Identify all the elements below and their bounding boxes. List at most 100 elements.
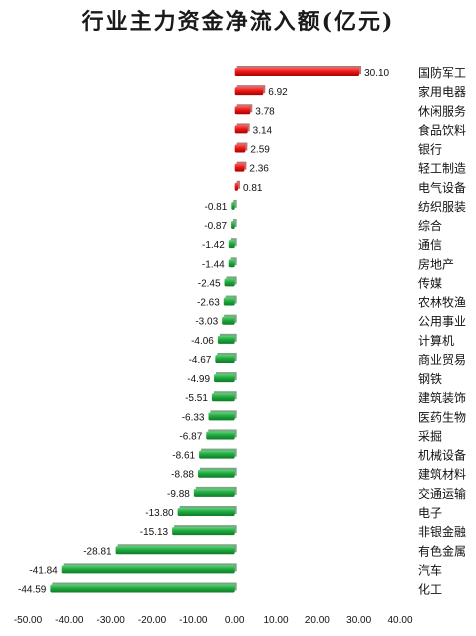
x-axis-ticks-group: -50.00 -40.00 -30.00 -20.00 -10.00 0.00 10.00 2… bbox=[14, 615, 413, 626]
category-label: 国防军工 bbox=[418, 65, 466, 80]
value-label: 6.92 bbox=[268, 87, 288, 98]
bar-机械设备 bbox=[199, 450, 235, 459]
bar-建筑材料 bbox=[197, 469, 235, 478]
bar-银行 bbox=[234, 144, 246, 153]
x-tick-label: -30.00 bbox=[96, 615, 125, 626]
bar-通信 bbox=[228, 240, 235, 249]
category-label: 计算机 bbox=[418, 333, 454, 348]
category-label: 汽车 bbox=[418, 562, 442, 577]
category-label: 电子 bbox=[418, 506, 442, 520]
bar-建筑装饰 bbox=[211, 393, 235, 402]
category-label: 商业贸易 bbox=[418, 352, 466, 367]
x-tick-label: -10.00 bbox=[179, 615, 208, 626]
bar-化工 bbox=[50, 584, 235, 593]
value-label: -41.84 bbox=[29, 565, 58, 576]
value-label: 2.36 bbox=[249, 164, 269, 175]
bar-采掘 bbox=[206, 431, 235, 440]
x-tick-label: -40.00 bbox=[55, 615, 84, 626]
category-label: 交通运输 bbox=[418, 486, 466, 501]
category-label: 家用电器 bbox=[418, 84, 466, 99]
category-label: 轻工制造 bbox=[418, 162, 466, 176]
category-label: 建筑材料 bbox=[418, 467, 466, 482]
x-tick-label: -50.00 bbox=[14, 615, 43, 626]
chart-title: 行业主力资金净流入额(亿元) bbox=[81, 9, 395, 35]
category-label: 食品饮料 bbox=[418, 122, 466, 137]
value-labels-group: 30.10 6.92 3.78 3.14 2.59 2.36 0.81 -0.81 -0.87 -… bbox=[18, 68, 390, 596]
value-label: -5.51 bbox=[185, 393, 208, 404]
category-label: 采掘 bbox=[418, 428, 442, 443]
category-label: 化工 bbox=[418, 583, 442, 597]
category-label: 农林牧渔 bbox=[418, 296, 466, 310]
value-label: -9.88 bbox=[167, 489, 190, 500]
bar-电子 bbox=[177, 507, 235, 516]
category-label: 综合 bbox=[418, 218, 442, 233]
bar-交通运输 bbox=[193, 488, 235, 497]
value-label: -1.42 bbox=[202, 240, 225, 251]
category-label: 纺织服装 bbox=[418, 200, 466, 214]
bar-计算机 bbox=[217, 335, 235, 344]
category-labels-group: 国防军工家用电器休闲服务食品饮料银行轻工制造电气设备纺织服装综合通信房地产传媒农… bbox=[418, 65, 466, 597]
value-label: -13.80 bbox=[145, 508, 174, 519]
category-label: 通信 bbox=[418, 238, 442, 252]
value-label: -8.61 bbox=[172, 451, 195, 462]
value-label: -3.03 bbox=[195, 317, 218, 328]
x-tick-label: -20.00 bbox=[138, 615, 167, 626]
value-label: -6.87 bbox=[179, 431, 202, 442]
value-label: 3.78 bbox=[255, 106, 275, 117]
bar-公用事业 bbox=[222, 316, 235, 325]
value-label: 30.10 bbox=[364, 68, 389, 79]
bar-有色金属 bbox=[115, 546, 235, 555]
category-label: 钢铁 bbox=[418, 372, 442, 386]
category-label: 建筑装饰 bbox=[418, 390, 466, 405]
value-label: -28.81 bbox=[83, 546, 112, 557]
bar-传媒 bbox=[224, 278, 235, 287]
bar-家用电器 bbox=[234, 87, 264, 96]
bar-国防军工 bbox=[234, 68, 360, 76]
bar-shadow bbox=[236, 180, 241, 189]
bar-农林牧渔 bbox=[223, 297, 235, 306]
bar-汽车 bbox=[61, 565, 235, 574]
value-label: -4.67 bbox=[189, 355, 212, 366]
category-label: 银行 bbox=[418, 143, 442, 157]
bar-轻工制造 bbox=[234, 163, 245, 172]
category-label: 机械设备 bbox=[418, 448, 466, 463]
bar-医药生物 bbox=[208, 412, 235, 421]
category-label: 休闲服务 bbox=[418, 103, 466, 118]
value-label: -4.99 bbox=[187, 374, 210, 385]
value-label: 0.81 bbox=[243, 183, 263, 194]
category-label: 医药生物 bbox=[418, 410, 466, 424]
category-label: 非银金融 bbox=[418, 524, 466, 539]
category-label: 房地产 bbox=[418, 256, 454, 271]
bar-休闲服务 bbox=[234, 106, 251, 115]
bar-房地产 bbox=[228, 259, 235, 268]
x-tick-label: 0.00 bbox=[225, 615, 245, 626]
category-label: 有色金属 bbox=[418, 543, 466, 558]
x-tick-label: 20.00 bbox=[305, 615, 330, 626]
bar-shadow bbox=[233, 219, 237, 228]
bar-非银金融 bbox=[172, 527, 235, 536]
bars-group bbox=[50, 66, 362, 593]
value-label: -0.81 bbox=[205, 202, 228, 213]
bar-综合 bbox=[231, 221, 235, 230]
bar-商业贸易 bbox=[215, 354, 235, 363]
bar-食品饮料 bbox=[234, 125, 248, 134]
x-tick-label: 10.00 bbox=[263, 615, 288, 626]
category-label: 电气设备 bbox=[418, 180, 466, 195]
value-label: -6.33 bbox=[182, 412, 205, 423]
bar-纺织服装 bbox=[231, 201, 235, 210]
x-tick-label: 40.00 bbox=[387, 615, 412, 626]
value-label: -44.59 bbox=[18, 585, 47, 596]
bar-钢铁 bbox=[214, 374, 235, 383]
value-label: -2.45 bbox=[198, 278, 221, 289]
value-label: -8.88 bbox=[171, 470, 194, 481]
value-label: -4.06 bbox=[191, 336, 214, 347]
value-label: -0.87 bbox=[204, 221, 227, 232]
value-label: 2.59 bbox=[250, 145, 270, 156]
value-label: -2.63 bbox=[197, 298, 220, 309]
value-label: -15.13 bbox=[140, 527, 169, 538]
bar-电气设备 bbox=[234, 182, 239, 191]
category-label: 传媒 bbox=[418, 275, 442, 290]
category-label: 公用事业 bbox=[418, 315, 466, 329]
